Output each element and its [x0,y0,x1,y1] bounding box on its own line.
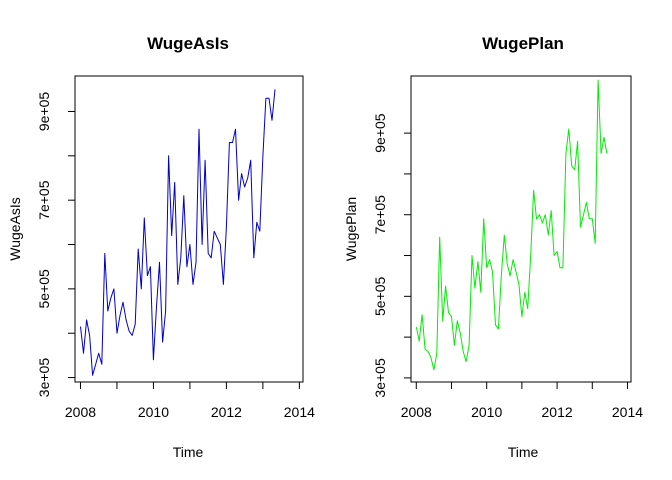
y-axis-label: WugePlan [343,197,359,261]
plot-box [410,75,632,383]
x-tick-label: 2014 [284,404,315,420]
chart-title: WugeAsIs [147,34,229,53]
y-tick-label: 9e+05 [36,92,52,132]
x-tick-label: 2012 [211,404,242,420]
y-tick-label: 9e+05 [372,113,388,153]
y-tick-label: 3e+05 [36,358,52,398]
x-axis-label: Time [173,444,204,460]
series-line-wugeasis [80,89,276,376]
x-axis: 2008 2010 2012 2014 [65,382,315,420]
chart-panel-wugeasis: WugeAsIs 2008 2010 2012 2014 3e+05 5e+05 7e+0… [7,34,315,460]
x-tick-label: 2010 [138,404,169,420]
x-tick-label: 2014 [612,404,643,420]
x-axis-label: Time [508,444,539,460]
series-layer [415,79,608,371]
chart-title: WugePlan [482,34,564,53]
y-tick-label: 5e+05 [36,269,52,309]
chart-panel-wugeplan: WugePlan 2008 2010 2012 2014 3e+05 5e+05 7e+0… [343,34,643,460]
y-axis: 3e+05 5e+05 7e+05 9e+05 [36,92,75,398]
y-axis-label: WugeAsIs [7,197,23,261]
series-layer [80,89,276,376]
y-axis: 3e+05 5e+05 7e+05 9e+05 [372,113,411,398]
x-axis: 2008 2010 2012 2014 [401,382,643,420]
x-tick-label: 2008 [65,404,96,420]
y-tick-label: 7e+05 [36,180,52,220]
x-tick-label: 2010 [471,404,502,420]
y-tick-label: 7e+05 [372,195,388,235]
series-line-wugeplan [415,79,608,371]
x-tick-label: 2012 [542,404,573,420]
plot-box [74,75,304,383]
y-tick-label: 3e+05 [372,358,388,398]
y-tick-label: 5e+05 [372,276,388,316]
x-tick-label: 2008 [401,404,432,420]
